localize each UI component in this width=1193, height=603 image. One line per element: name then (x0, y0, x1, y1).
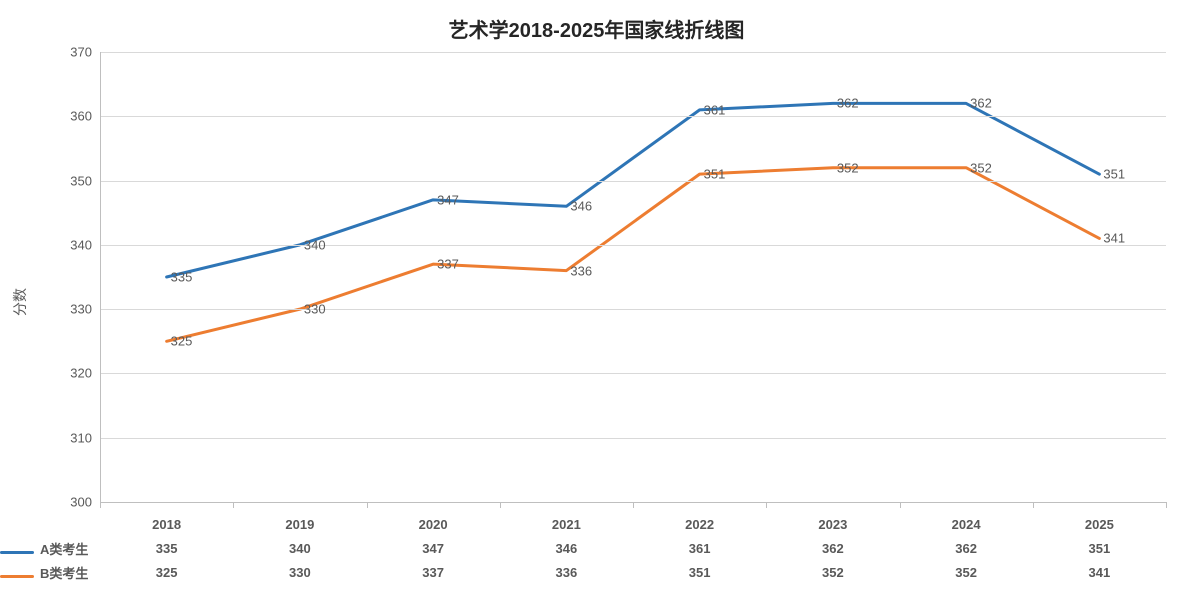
gridline (100, 181, 1166, 182)
data-label: 351 (1103, 167, 1125, 182)
table-cell: 337 (367, 565, 500, 580)
y-axis-title: 分数 (10, 288, 30, 316)
plot-area: 3003103203303403503603703353403473463613… (100, 52, 1166, 502)
data-label: 340 (304, 237, 326, 252)
table-row: B类考生325330337336351352352341 (0, 560, 1166, 584)
x-tick-mark (233, 502, 234, 508)
table-row-label: A类考生 (0, 539, 100, 558)
x-tick-mark (1166, 502, 1167, 508)
table-cell: 346 (500, 541, 633, 556)
gridline (100, 52, 1166, 53)
table-row: 20182019202020212022202320242025 (0, 512, 1166, 536)
table-cell: 336 (500, 565, 633, 580)
table-cell: 361 (633, 541, 766, 556)
gridline (100, 245, 1166, 246)
table-cell: 330 (233, 565, 366, 580)
chart-container: 艺术学2018-2025年国家线折线图 分数 300 310 320 330 340 35… (0, 0, 1193, 603)
y-tick-label: 330 (70, 302, 100, 317)
table-cell: 340 (233, 541, 366, 556)
gridline (100, 438, 1166, 439)
y-tick-label: 340 (70, 237, 100, 252)
table-cell: 2018 (100, 517, 233, 532)
data-label: 335 (171, 270, 193, 285)
table-cell: 351 (1033, 541, 1166, 556)
data-label: 361 (704, 102, 726, 117)
table-row: A类考生335340347346361362362351 (0, 536, 1166, 560)
legend-swatch (0, 551, 34, 554)
x-tick-mark (500, 502, 501, 508)
data-label: 362 (970, 96, 992, 111)
table-cell: 362 (900, 541, 1033, 556)
data-label: 352 (837, 160, 859, 175)
data-label: 341 (1103, 231, 1125, 246)
table-cell: 2020 (367, 517, 500, 532)
gridline (100, 373, 1166, 374)
table-cell: 325 (100, 565, 233, 580)
gridline (100, 309, 1166, 310)
y-tick-label: 370 (70, 45, 100, 60)
table-cell: 2023 (766, 517, 899, 532)
data-label: 346 (570, 199, 592, 214)
data-label: 352 (970, 160, 992, 175)
line-layer (100, 52, 1166, 502)
y-tick-label: 350 (70, 173, 100, 188)
data-label: 347 (437, 192, 459, 207)
series-name: B类考生 (40, 566, 88, 581)
table-cell: 2019 (233, 517, 366, 532)
table-cell: 362 (766, 541, 899, 556)
table-cell: 352 (766, 565, 899, 580)
x-tick-mark (900, 502, 901, 508)
y-tick-label: 320 (70, 366, 100, 381)
table-cell: 335 (100, 541, 233, 556)
table-row-label: B类考生 (0, 563, 100, 582)
x-tick-mark (766, 502, 767, 508)
data-label: 330 (304, 302, 326, 317)
y-axis-line (100, 52, 101, 502)
data-label: 325 (171, 334, 193, 349)
table-cell: 2022 (633, 517, 766, 532)
table-cell: 352 (900, 565, 1033, 580)
x-tick-mark (100, 502, 101, 508)
series-name: A类考生 (40, 542, 88, 557)
table-cell: 347 (367, 541, 500, 556)
data-table: 20182019202020212022202320242025A类考生3353… (0, 512, 1166, 584)
table-cell: 351 (633, 565, 766, 580)
data-label: 336 (570, 263, 592, 278)
legend-swatch (0, 575, 34, 578)
table-cell: 2021 (500, 517, 633, 532)
data-label: 337 (437, 257, 459, 272)
table-cell: 2025 (1033, 517, 1166, 532)
y-tick-label: 310 (70, 430, 100, 445)
chart-title: 艺术学2018-2025年国家线折线图 (0, 14, 1193, 43)
x-tick-mark (1033, 502, 1034, 508)
data-label: 351 (704, 167, 726, 182)
x-tick-mark (367, 502, 368, 508)
x-tick-mark (633, 502, 634, 508)
y-tick-label: 300 (70, 495, 100, 510)
y-tick-label: 360 (70, 109, 100, 124)
table-cell: 2024 (900, 517, 1033, 532)
data-label: 362 (837, 96, 859, 111)
gridline (100, 116, 1166, 117)
table-cell: 341 (1033, 565, 1166, 580)
